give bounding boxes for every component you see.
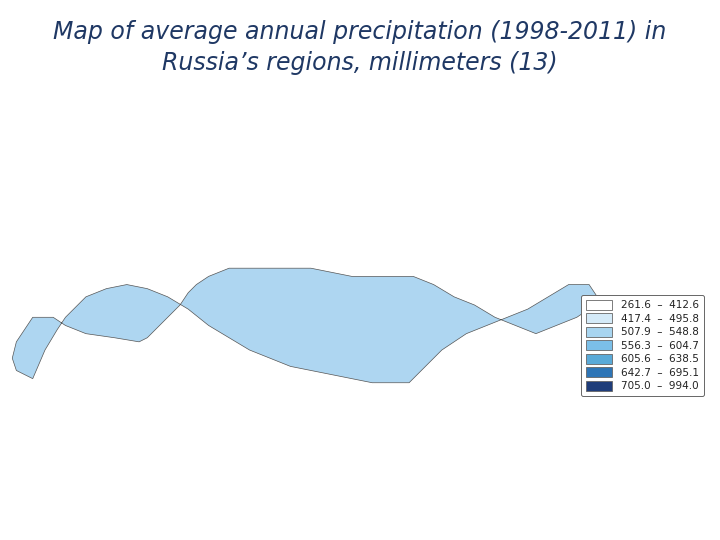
Legend: 261.6  –  412.6, 417.4  –  495.8, 507.9  –  548.8, 556.3  –  604.7, 605.6  –  63: 261.6 – 412.6, 417.4 – 495.8, 507.9 – 54…	[581, 295, 704, 396]
Text: Map of average annual precipitation (1998-2011) in
Russia’s regions, millimeters: Map of average annual precipitation (199…	[53, 20, 667, 75]
Polygon shape	[12, 268, 598, 383]
